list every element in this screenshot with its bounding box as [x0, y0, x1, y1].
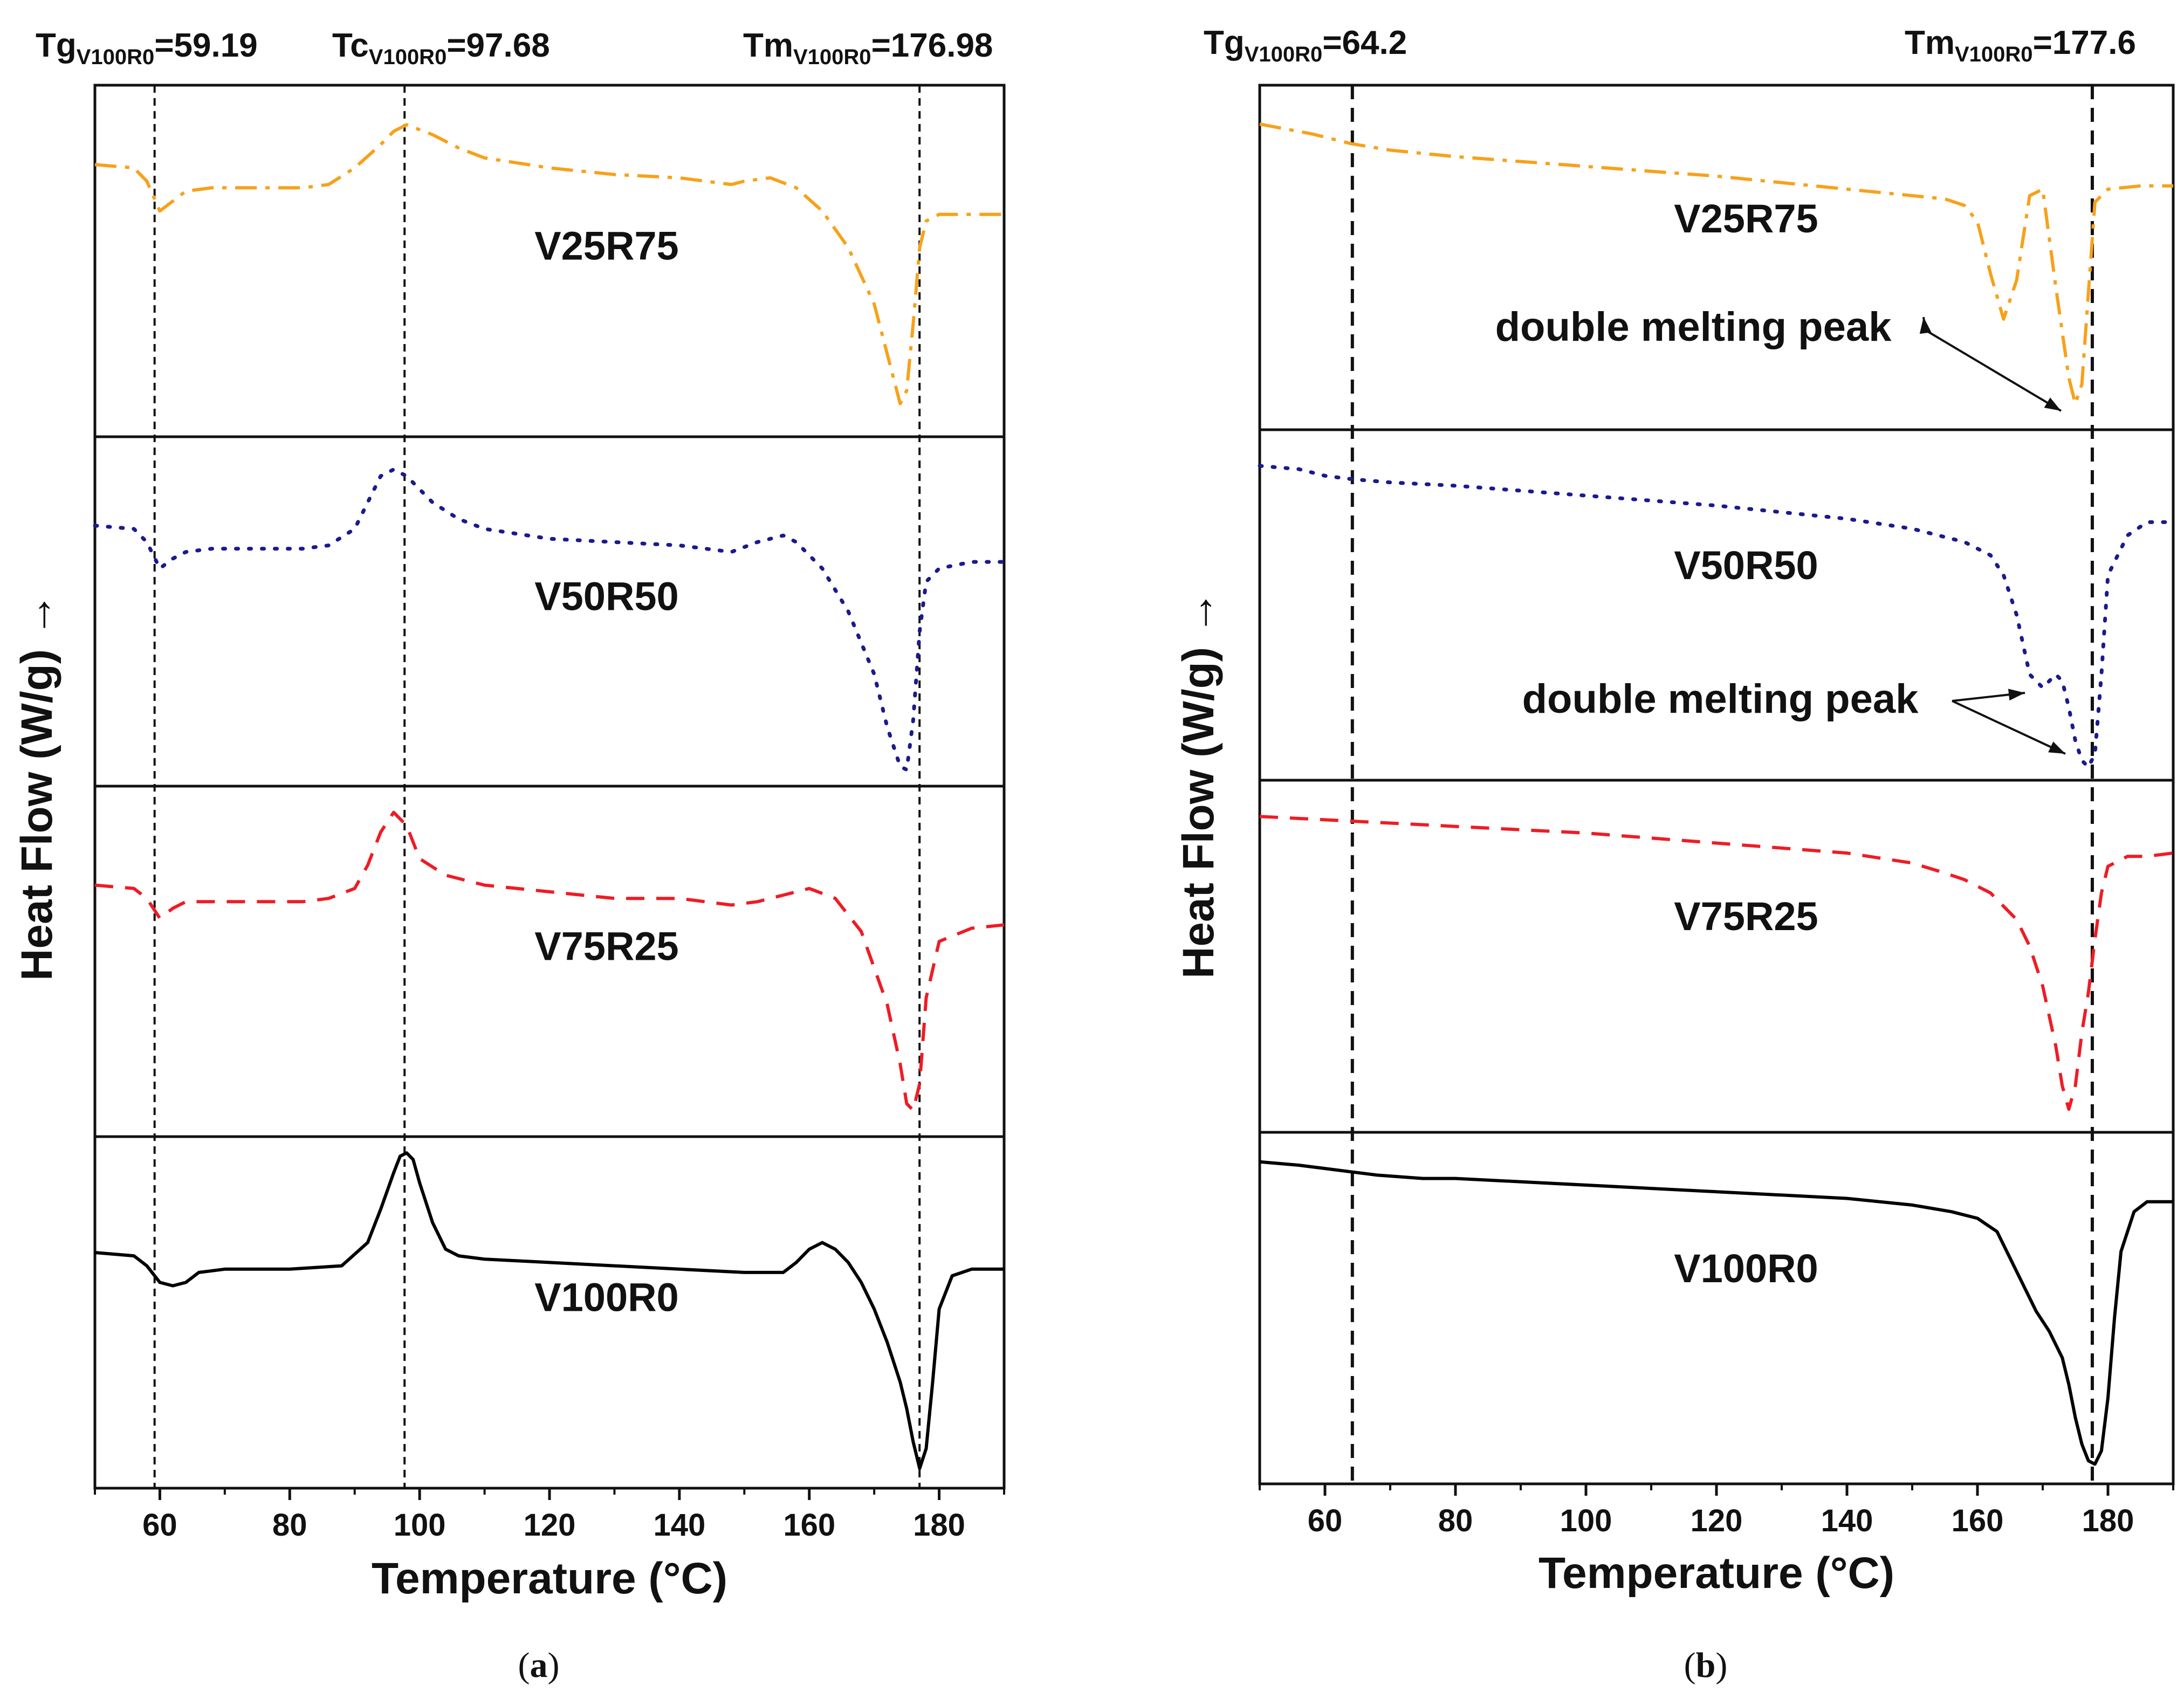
annotation-value: =59.19 [154, 27, 257, 64]
series-label-v75r25: V75R25 [1674, 894, 1818, 939]
x-tick-label: 140 [653, 1508, 705, 1543]
y-axis-title: Heat Flow (W/g) → [1174, 590, 1223, 979]
caption-paren-close: ) [548, 1646, 560, 1685]
note-arrow-head [2048, 741, 2065, 754]
series-label-v50r50: V50R50 [1674, 543, 1818, 588]
series-line-v100r0 [1259, 1160, 2173, 1466]
series-label-v25r75: V25R75 [1674, 196, 1818, 241]
annotation-subscript: V100R0 [1955, 43, 2033, 66]
x-tick-label: 80 [272, 1508, 307, 1543]
annotation-tm: TmV100R0=177.6 [1905, 24, 2136, 66]
annotation-subscript: V100R0 [1245, 43, 1323, 66]
x-tick-label: 80 [1438, 1503, 1473, 1538]
series-label-v100r0: V100R0 [1674, 1246, 1818, 1291]
x-tick-label: 120 [1691, 1503, 1743, 1538]
caption-letter: a [530, 1646, 548, 1685]
annotation-subscript: V100R0 [793, 45, 871, 69]
caption-paren-open: ( [1684, 1646, 1696, 1685]
x-tick-label: 160 [1952, 1503, 2004, 1538]
x-axis-title: Temperature (°C) [372, 1554, 727, 1603]
series-label-v25r75: V25R75 [534, 223, 678, 268]
series-label-v50r50: V50R50 [534, 574, 678, 619]
series-label-v100r0: V100R0 [534, 1275, 678, 1319]
x-tick-label: 60 [142, 1508, 177, 1543]
annotation-subscript: V100R0 [369, 45, 447, 69]
x-axis-title: Temperature (°C) [1539, 1549, 1894, 1598]
note-double-melting-peak: double melting peak [1495, 304, 1892, 350]
annotation-value: =64.2 [1322, 24, 1407, 61]
note-arrow-line [1952, 700, 2066, 755]
annotation-name: Tc [332, 27, 369, 64]
x-tick-label: 60 [1308, 1503, 1343, 1538]
y-axis-title: Heat Flow (W/g) → [12, 593, 61, 981]
caption-paren-open: ( [518, 1646, 530, 1685]
note-arrow-line [1924, 329, 2062, 412]
caption-paren-close: ) [1715, 1646, 1727, 1685]
annotation-name: Tg [36, 27, 77, 64]
annotation-name: Tm [743, 27, 793, 64]
annotation-tm: TmV100R0=176.98 [743, 27, 993, 69]
x-tick-label: 160 [783, 1508, 835, 1543]
x-tick-label: 100 [394, 1508, 446, 1543]
note-arrow-head [2044, 397, 2061, 411]
panel-caption: (a) [518, 1646, 560, 1685]
series-line-v25r75 [1259, 122, 2173, 405]
annotation-name: Tm [1905, 24, 1955, 61]
panel-caption: (b) [1684, 1646, 1728, 1685]
annotation-subscript: V100R0 [77, 45, 155, 69]
x-tick-label: 140 [1821, 1503, 1873, 1538]
note-arrow-head [2008, 689, 2025, 701]
series-line-v50r50 [93, 467, 1006, 772]
caption-letter: b [1696, 1646, 1716, 1685]
annotation-tg: TgV100R0=59.19 [36, 27, 258, 69]
x-tick-label: 180 [2082, 1503, 2134, 1538]
annotation-value: =176.98 [871, 27, 993, 64]
series-line-v25r75 [94, 123, 1004, 405]
x-tick-label: 180 [913, 1508, 965, 1543]
annotation-tg: TgV100R0=64.2 [1204, 24, 1407, 66]
x-tick-label: 120 [524, 1508, 576, 1543]
annotation-value: =177.6 [2033, 24, 2136, 61]
note-arrow-head [1919, 317, 1932, 334]
series-line-v75r25 [94, 810, 1005, 1112]
series-label-v75r25: V75R25 [534, 924, 678, 969]
annotation-value: =97.68 [447, 27, 550, 64]
note-double-melting-peak: double melting peak [1522, 676, 1919, 722]
annotation-name: Tg [1204, 24, 1245, 61]
x-tick-label: 100 [1560, 1503, 1612, 1538]
series-line-v75r25 [1259, 815, 2174, 1111]
annotation-tc: TcV100R0=97.68 [332, 27, 550, 69]
series-line-v100r0 [94, 1151, 1004, 1470]
series-line-v50r50 [1258, 464, 2175, 769]
